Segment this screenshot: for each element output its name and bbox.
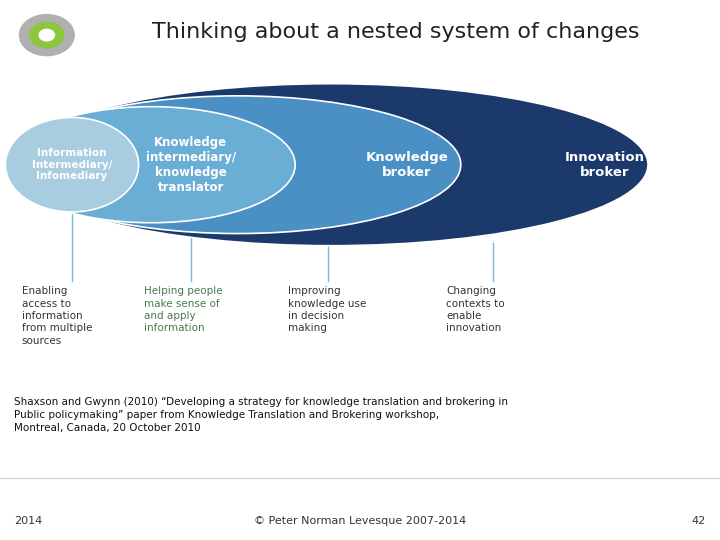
Ellipse shape [6,118,138,212]
Circle shape [30,22,64,48]
Ellipse shape [14,96,461,234]
Text: 2014: 2014 [14,516,42,526]
Text: Innovation
broker: Innovation broker [564,151,645,179]
Text: Changing
contexts to
enable
innovation: Changing contexts to enable innovation [446,286,505,333]
Text: Knowledge
broker: Knowledge broker [366,151,448,179]
Text: Thinking about a nested system of changes: Thinking about a nested system of change… [152,22,640,42]
Text: © Peter Norman Levesque 2007-2014: © Peter Norman Levesque 2007-2014 [254,516,466,526]
Text: Enabling
access to
information
from multiple
sources: Enabling access to information from mult… [22,286,92,346]
Text: Improving
knowledge use
in decision
making: Improving knowledge use in decision maki… [288,286,366,333]
Text: Shaxson and Gwynn (2010) “Developing a strategy for knowledge translation and br: Shaxson and Gwynn (2010) “Developing a s… [14,397,508,433]
Text: Information
Intermediary/
Infomediary: Information Intermediary/ Infomediary [32,148,112,181]
Text: 42: 42 [691,516,706,526]
Text: Knowledge
intermediary/
knowledge
translator: Knowledge intermediary/ knowledge transl… [145,136,236,194]
Ellipse shape [14,84,648,246]
Ellipse shape [7,107,295,223]
Text: Helping people
make sense of
and apply
information: Helping people make sense of and apply i… [144,286,222,333]
Circle shape [19,15,74,56]
Circle shape [39,29,55,41]
